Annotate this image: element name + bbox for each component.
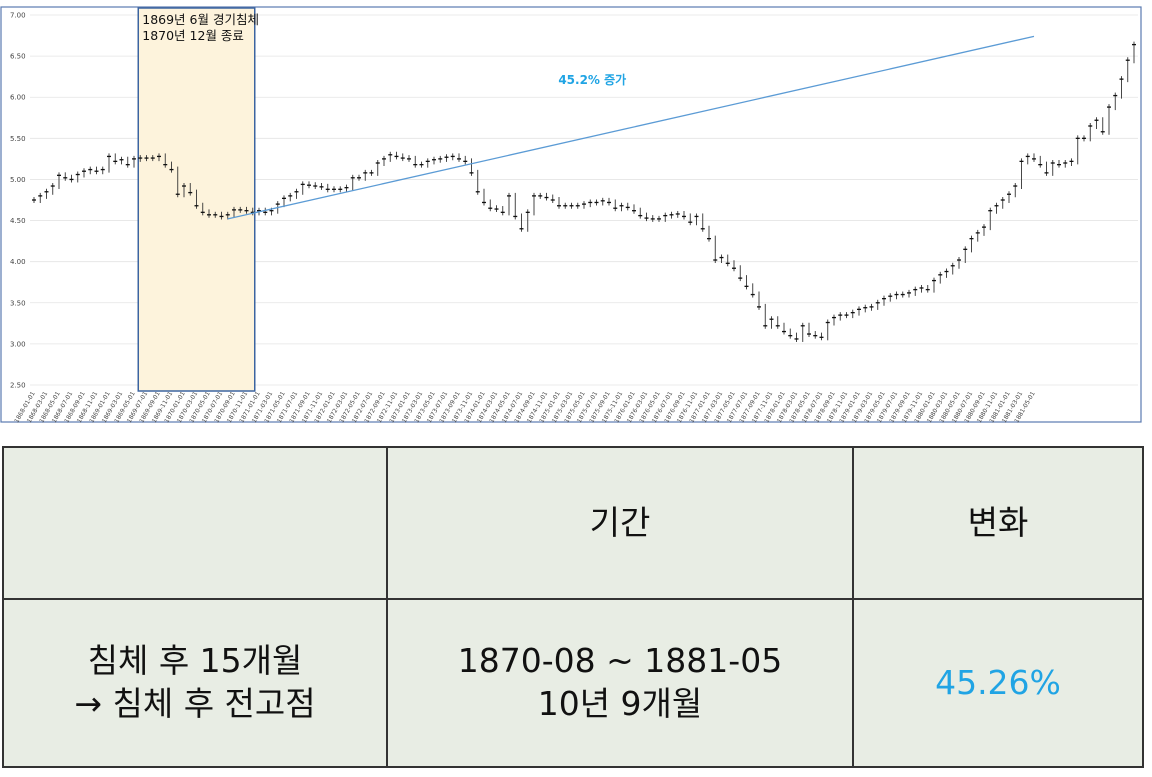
row-period-duration: 10년 9개월 — [537, 684, 703, 723]
y-axis-ticks: 2.50 3.00 3.50 4.00 4.50 5.00 5.50 6.00 6.50 7.00 — [10, 12, 26, 390]
table-row: 침체 후 15개월 → 침체 후 전고점 1870-08 ~ 1881-05 1… — [2, 598, 1144, 768]
y-tick-label: 6.50 — [10, 53, 26, 61]
row-label-line-1: 침체 후 15개월 — [87, 641, 303, 681]
trend-label: 45.2% 증가 — [558, 72, 626, 87]
row-label-line-2: → 침체 후 전고점 — [74, 684, 316, 723]
header-empty-cell — [2, 446, 388, 600]
trend-line — [227, 35, 1035, 220]
header-change: 변화 — [852, 446, 1144, 600]
summary-table: 기간 변화 침체 후 15개월 → 침체 후 전고점 1870-08 ~ 188… — [2, 446, 1144, 768]
y-tick-label: 4.00 — [10, 258, 26, 266]
recession-label-start: 1869년 6월 경기침체 — [142, 12, 259, 27]
recession-label-end: 1870년 12월 종료 — [142, 28, 244, 43]
price-series — [32, 41, 1136, 342]
price-chart-svg: 2.50 3.00 3.50 4.00 4.50 5.00 5.50 6.00 6.50 7.00… — [0, 6, 1142, 424]
row-period-range: 1870-08 ~ 1881-05 — [457, 641, 783, 681]
y-tick-label: 2.50 — [10, 382, 26, 390]
row-label-cell: 침체 후 15개월 → 침체 후 전고점 — [2, 598, 388, 768]
y-tick-label: 7.00 — [10, 12, 26, 20]
price-chart: 2.50 3.00 3.50 4.00 4.50 5.00 5.50 6.00 6.50 7.00… — [0, 6, 1142, 424]
y-tick-label: 5.50 — [10, 135, 26, 143]
y-tick-label: 3.50 — [10, 299, 26, 307]
row-change-cell: 45.26% — [852, 598, 1144, 768]
row-period-cell: 1870-08 ~ 1881-05 10년 9개월 — [386, 598, 854, 768]
y-tick-label: 4.50 — [10, 217, 26, 225]
x-axis-ticks: 1868-01-011868-03-011868-05-011868-07-01… — [13, 390, 1037, 424]
y-tick-label: 3.00 — [10, 340, 26, 348]
y-tick-label: 6.00 — [10, 94, 26, 102]
header-period: 기간 — [386, 446, 854, 600]
y-tick-label: 5.00 — [10, 176, 26, 184]
table-header-row: 기간 변화 — [2, 446, 1144, 600]
